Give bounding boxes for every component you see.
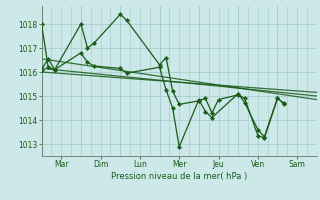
X-axis label: Pression niveau de la mer( hPa ): Pression niveau de la mer( hPa )	[111, 172, 247, 181]
